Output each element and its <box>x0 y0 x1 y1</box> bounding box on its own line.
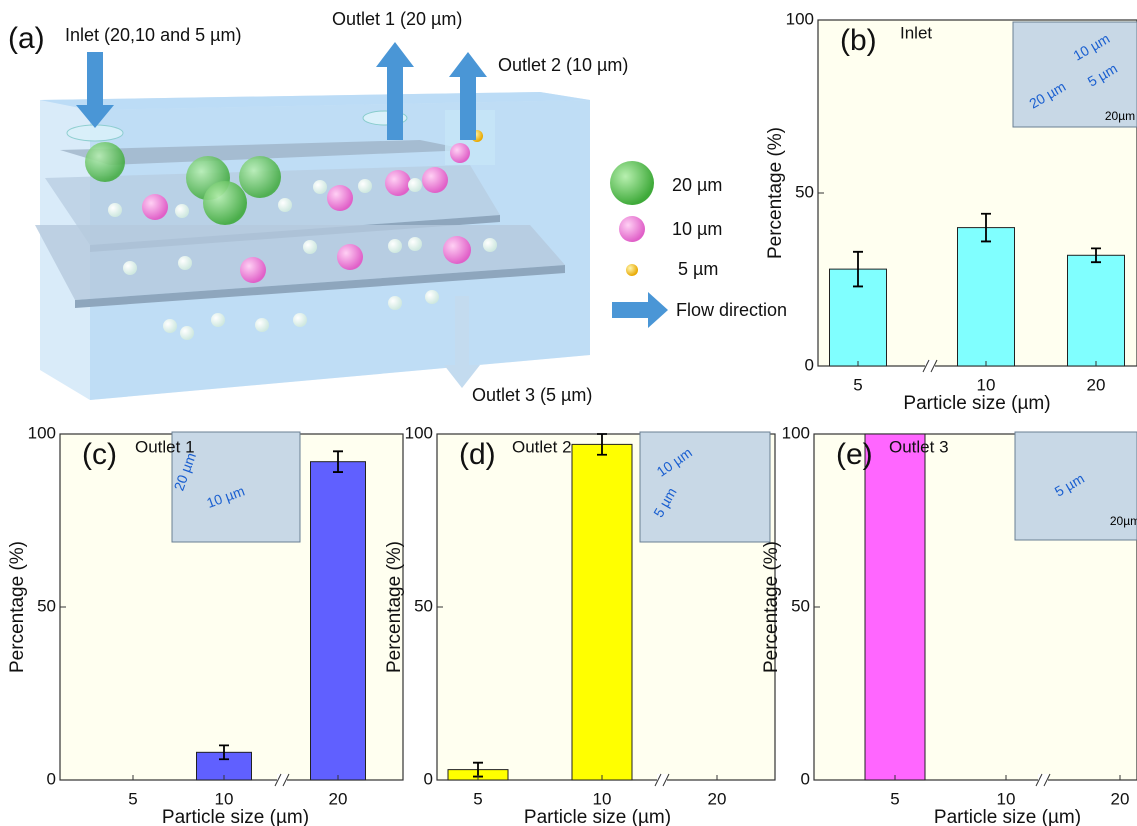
y-axis-label: Percentage (%) <box>765 127 786 259</box>
panel-label: (b) <box>840 24 877 57</box>
x-axis-label: Particle size (µm) <box>903 393 1050 414</box>
y-axis-label: Percentage (%) <box>384 541 405 673</box>
y-tick-label: 100 <box>28 423 56 442</box>
bar <box>865 434 925 780</box>
y-tick-label: 0 <box>424 769 433 788</box>
panel-label: (e) <box>836 438 873 471</box>
panel-label: (a) <box>8 22 45 55</box>
x-axis-label: Particle size (µm) <box>524 807 671 826</box>
x-tick-label: 20 <box>708 789 727 808</box>
inset-image <box>640 432 770 542</box>
figure: (a) Inlet (20,10 and 5 µm) Outlet 1 (20 … <box>0 0 1137 826</box>
y-tick-label: 100 <box>782 423 810 442</box>
inset-label: 20µm <box>1110 514 1137 528</box>
x-axis-label: Particle size (µm) <box>162 807 309 826</box>
panel-label: (d) <box>459 438 496 471</box>
y-tick-label: 50 <box>37 596 56 615</box>
bar <box>572 444 632 780</box>
bar <box>311 462 366 780</box>
y-tick-label: 50 <box>414 596 433 615</box>
outlet-label: Outlet 2 (10 µm) <box>498 55 628 75</box>
x-tick-label: 10 <box>977 375 996 394</box>
y-tick-label: 0 <box>801 769 810 788</box>
chart-title: Inlet <box>900 23 932 42</box>
x-tick-label: 10 <box>215 789 234 808</box>
y-tick-label: 50 <box>795 182 814 201</box>
panel-label: (c) <box>82 438 117 471</box>
x-tick-label: 5 <box>128 789 137 808</box>
chart-title: Outlet 1 <box>135 437 195 456</box>
y-tick-label: 100 <box>405 423 433 442</box>
x-tick-label: 10 <box>593 789 612 808</box>
legend-label: 20 µm <box>672 175 722 195</box>
y-tick-label: 50 <box>791 596 810 615</box>
outlet-label: Outlet 3 (5 µm) <box>472 385 592 405</box>
chart-title: Outlet 3 <box>889 437 949 456</box>
y-axis-label: Percentage (%) <box>761 541 782 673</box>
x-axis-label: Particle size (µm) <box>934 807 1081 826</box>
inlet-label: Inlet (20,10 and 5 µm) <box>65 25 241 45</box>
y-tick-label: 0 <box>805 355 814 374</box>
bar <box>958 228 1015 366</box>
x-tick-label: 10 <box>997 789 1016 808</box>
y-axis-label: Percentage (%) <box>7 541 28 673</box>
x-tick-label: 5 <box>473 789 482 808</box>
outlet-label: Outlet 1 (20 µm) <box>332 9 462 29</box>
x-tick-label: 20 <box>1111 789 1130 808</box>
y-tick-label: 0 <box>47 769 56 788</box>
x-tick-label: 20 <box>329 789 348 808</box>
inset-label: 20µm <box>1105 109 1135 123</box>
bar <box>1068 255 1125 366</box>
x-tick-label: 5 <box>890 789 899 808</box>
legend-label: 5 µm <box>678 259 718 279</box>
chart-title: Outlet 2 <box>512 437 572 456</box>
x-tick-label: 20 <box>1087 375 1106 394</box>
schematic: (a) Inlet (20,10 and 5 µm) Outlet 1 (20 … <box>8 9 787 405</box>
legend-label: 10 µm <box>672 219 722 239</box>
y-tick-label: 100 <box>786 9 814 28</box>
legend-label: Flow direction <box>676 300 787 320</box>
x-tick-label: 5 <box>853 375 862 394</box>
